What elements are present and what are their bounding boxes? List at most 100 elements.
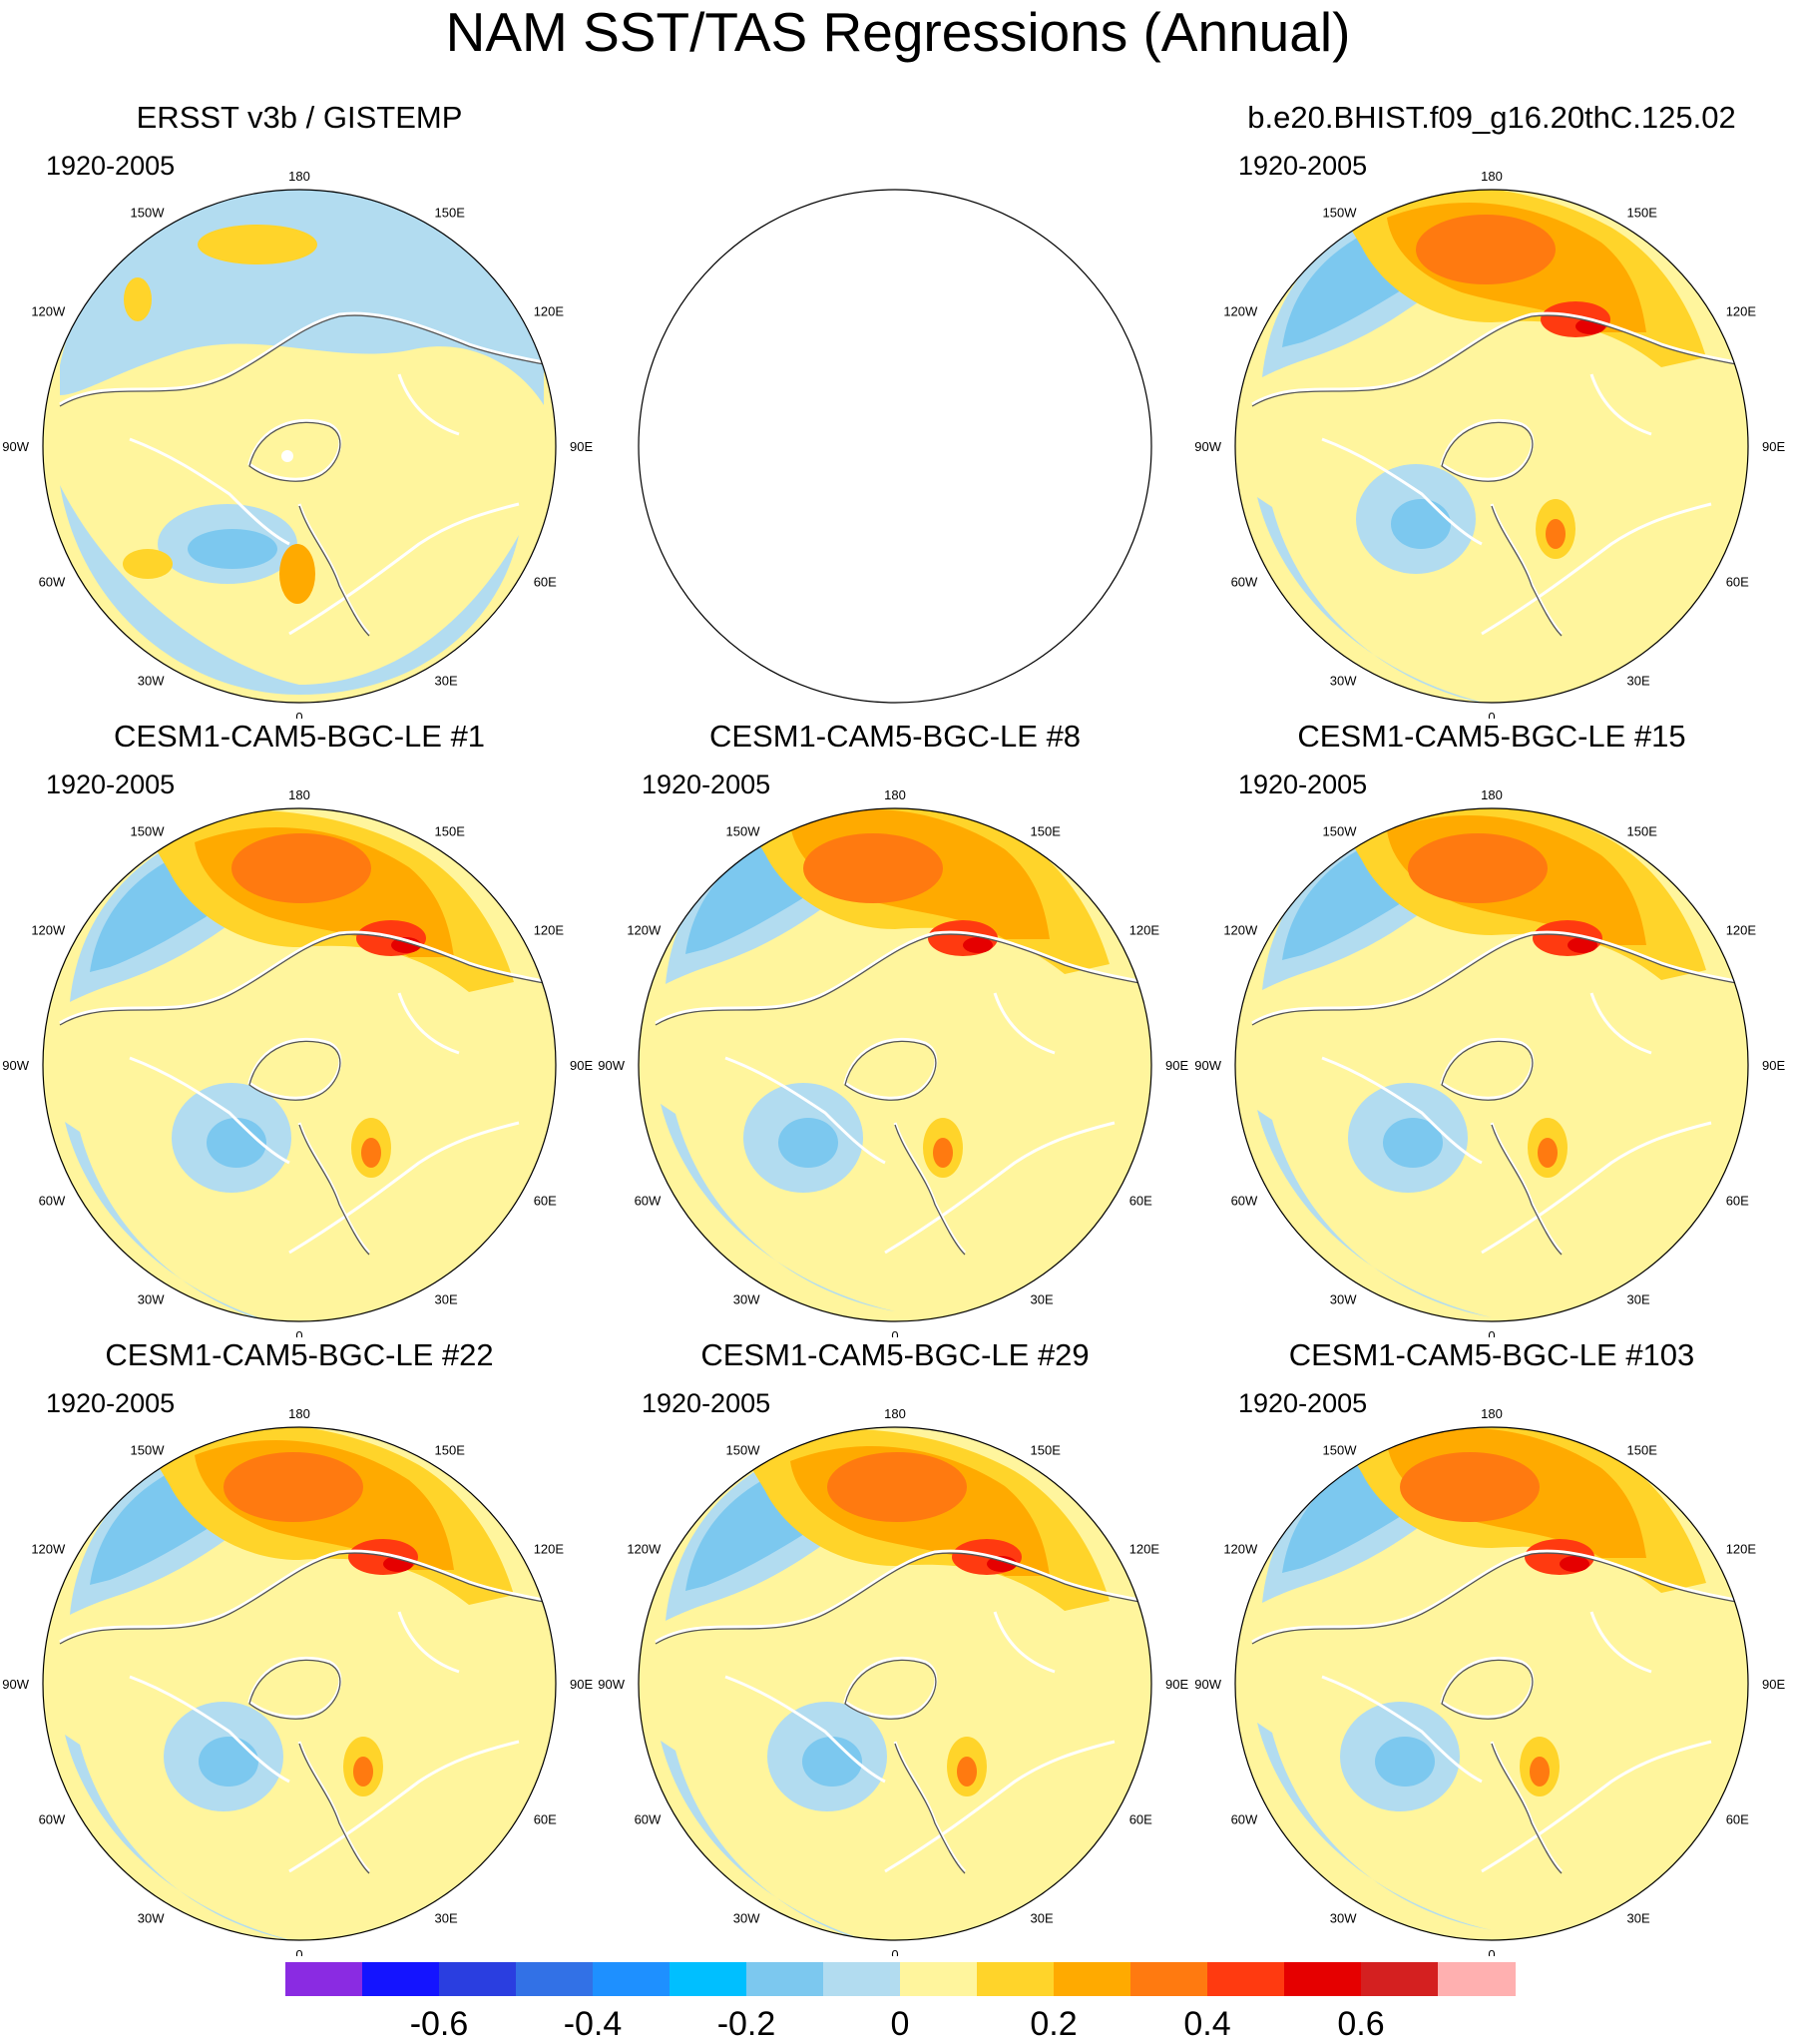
lon-label: 180 <box>884 1406 906 1421</box>
lon-label: 120W <box>627 923 662 938</box>
shaded-field <box>639 808 1151 1321</box>
lon-label: 90E <box>1762 439 1785 454</box>
lon-label: 30E <box>1627 1911 1650 1926</box>
lon-label: 30E <box>1627 1292 1650 1307</box>
polar-map: 180 150E 120E 90E 60E 30E 0 30W 60W 90W 120W 150W <box>598 1406 1188 1956</box>
colorbar-swatch <box>746 1962 824 1996</box>
map-border <box>1234 1426 1749 1941</box>
lon-label: 120E <box>1129 1542 1160 1557</box>
lon-label: 120W <box>31 923 66 938</box>
colorbar-swatch <box>1207 1962 1285 1996</box>
lon-label: 120W <box>31 1542 66 1557</box>
lon-label: 120W <box>1223 1542 1258 1557</box>
colorbar-swatch <box>439 1962 517 1996</box>
lon-label: 30E <box>1031 1292 1054 1307</box>
panel-period: 1920-2005 <box>46 769 176 799</box>
shaded-field <box>43 190 556 703</box>
colorbar-swatch <box>593 1962 671 1996</box>
lon-label: 90E <box>1165 1677 1188 1692</box>
lon-label: 90W <box>2 1677 29 1692</box>
panel-period: 1920-2005 <box>46 1388 176 1418</box>
lon-label: 90E <box>570 1058 593 1073</box>
lon-label: 60W <box>1231 575 1258 590</box>
lon-label: 150E <box>1627 1442 1658 1457</box>
colorbar-swatch <box>1054 1962 1131 1996</box>
map-panel: CESM1-CAM5-BGC-LE #29 1920-2005 180 150E 120… <box>596 1337 1194 1956</box>
map-border <box>638 189 1152 704</box>
lon-label: 0 <box>891 1328 898 1337</box>
colorbar-swatch <box>285 1962 363 1996</box>
map-border <box>42 189 557 704</box>
colorbar-tick-label: -0.6 <box>409 2005 469 2043</box>
polar-map: 180 150E 120E 90E 60E 30E 0 30W 60W 90W 120W 150W <box>2 1406 593 1956</box>
map-border <box>1234 189 1749 704</box>
panel-title: CESM1-CAM5-BGC-LE #29 <box>700 1337 1090 1372</box>
lon-label: 180 <box>288 787 310 802</box>
lon-label: 0 <box>1488 1947 1495 1956</box>
lon-label: 180 <box>1481 169 1503 184</box>
colorbar-swatch <box>1438 1962 1516 1996</box>
lon-label: 90W <box>1194 1677 1221 1692</box>
lon-label: 180 <box>1481 787 1503 802</box>
lon-label: 0 <box>295 1328 302 1337</box>
lon-label: 60W <box>1231 1194 1258 1209</box>
map-border <box>42 807 557 1322</box>
lon-label: 30W <box>138 1911 165 1926</box>
panel-period: 1920-2005 <box>642 769 771 799</box>
panel-period: 1920-2005 <box>1238 151 1368 181</box>
lon-label: 90E <box>570 439 593 454</box>
panel-title: CESM1-CAM5-BGC-LE #1 <box>113 719 486 754</box>
lon-label: 60W <box>635 1812 662 1827</box>
colorbar-swatch <box>516 1962 594 1996</box>
lon-label: 30E <box>435 674 458 689</box>
lon-label: 0 <box>295 710 302 719</box>
lon-label: 60E <box>534 1812 557 1827</box>
lon-label: 60E <box>1726 1812 1749 1827</box>
lon-label: 60E <box>534 1194 557 1209</box>
lon-label: 150W <box>131 205 166 220</box>
lon-label: 90W <box>2 1058 29 1073</box>
lon-label: 120E <box>1726 304 1757 319</box>
lon-label: 120E <box>534 1542 565 1557</box>
lon-label: 30E <box>435 1911 458 1926</box>
colorbar-tick-label: 0.2 <box>1030 2005 1078 2043</box>
lon-label: 180 <box>1481 1406 1503 1421</box>
lon-label: 150W <box>1323 205 1358 220</box>
lon-label: 60E <box>1129 1194 1152 1209</box>
lon-label: 30W <box>733 1292 760 1307</box>
map-panel: b.e20.BHIST.f09_g16.20thC.125.02 1920-200… <box>1192 100 1791 719</box>
shaded-field <box>639 1427 1151 1940</box>
lon-label: 30E <box>1627 674 1650 689</box>
panel-period: 1920-2005 <box>46 151 176 181</box>
colorbar-swatch <box>823 1962 901 1996</box>
colorbar-swatch <box>362 1962 440 1996</box>
lon-label: 120W <box>627 1542 662 1557</box>
lon-label: 150E <box>1031 823 1062 838</box>
panel-period: 1920-2005 <box>1238 769 1368 799</box>
shaded-field <box>43 1427 556 1940</box>
shaded-field <box>1235 808 1748 1321</box>
colorbar-swatch <box>670 1962 747 1996</box>
lon-label: 30E <box>435 1292 458 1307</box>
lon-label: 120E <box>534 923 565 938</box>
lon-label: 120W <box>1223 304 1258 319</box>
coastlines <box>1251 1549 1747 1873</box>
lon-label: 30W <box>138 674 165 689</box>
polar-map: 180 150E 120E 90E 60E 30E 0 30W 60W 90W 120W 150W <box>2 169 593 719</box>
polar-map: 180 150E 120E 90E 60E 30E 0 30W 60W 90W 120W 150W <box>1194 1406 1785 1956</box>
colorbar-tick-label: 0.4 <box>1183 2005 1231 2043</box>
lon-label: 0 <box>1488 1328 1495 1337</box>
lon-label: 30W <box>1330 1292 1357 1307</box>
lon-label: 90W <box>598 1058 625 1073</box>
lon-label: 90E <box>1762 1058 1785 1073</box>
panel-period: 1920-2005 <box>642 1388 771 1418</box>
map-border <box>1234 807 1749 1322</box>
colorbar-swatch <box>1130 1962 1208 1996</box>
lon-label: 150E <box>1627 205 1658 220</box>
lon-label: 150E <box>1031 1442 1062 1457</box>
polar-map: 180 150E 120E 90E 60E 30E 0 30W 60W 90W 120W 150W <box>1194 787 1785 1337</box>
map-border <box>638 807 1152 1322</box>
lon-label: 60E <box>1129 1812 1152 1827</box>
lon-label: 120E <box>534 304 565 319</box>
map-panel: CESM1-CAM5-BGC-LE #15 1920-2005 180 150E 120… <box>1192 719 1791 1337</box>
